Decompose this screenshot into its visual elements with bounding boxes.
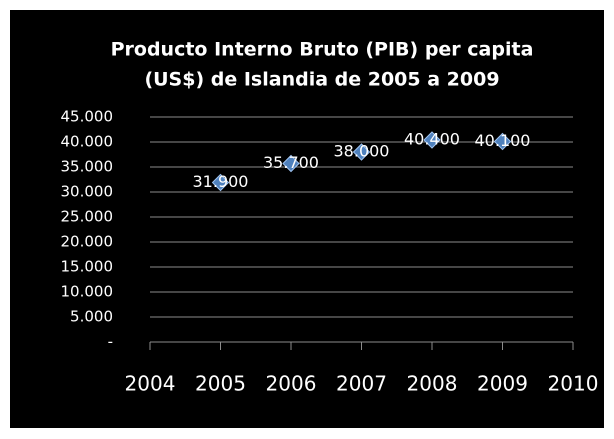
x-tick-label: 2006 [266,372,317,396]
point [282,154,300,173]
y-tick-label: 10.000 [61,283,114,301]
x-tick-label: 2004 [125,372,176,396]
data-label: 40.100 [475,131,531,150]
data-label: 35.700 [263,153,319,172]
y-tick-label: - [108,333,113,351]
x-tick-label: 2009 [477,372,528,396]
x-tick-label: 2010 [548,372,599,396]
y-tick-label: 25.000 [61,208,114,226]
data-label: 31.900 [193,172,249,191]
chart-title: Producto Interno Bruto (PIB) per capita [111,39,534,61]
point [423,131,441,149]
y-tick-label: 30.000 [61,183,114,201]
point [493,132,512,151]
chart-background [10,10,604,428]
x-tick-label: 2007 [336,372,387,396]
point [211,173,230,192]
point [352,143,371,161]
chart-title: (US$) de Islandia de 2005 a 2009 [144,69,499,91]
x-tick-label: 2005 [195,372,246,396]
y-tick-label: 5.000 [70,308,113,326]
y-tick-label: 35.000 [61,158,114,176]
y-tick-label: 20.000 [61,233,114,251]
y-tick-label: 45.000 [61,108,114,126]
data-label: 38.000 [334,142,390,161]
y-tick-label: 15.000 [61,258,114,276]
x-tick-label: 2008 [407,372,458,396]
data-label: 40.400 [404,130,460,149]
y-tick-label: 40.000 [61,133,114,151]
